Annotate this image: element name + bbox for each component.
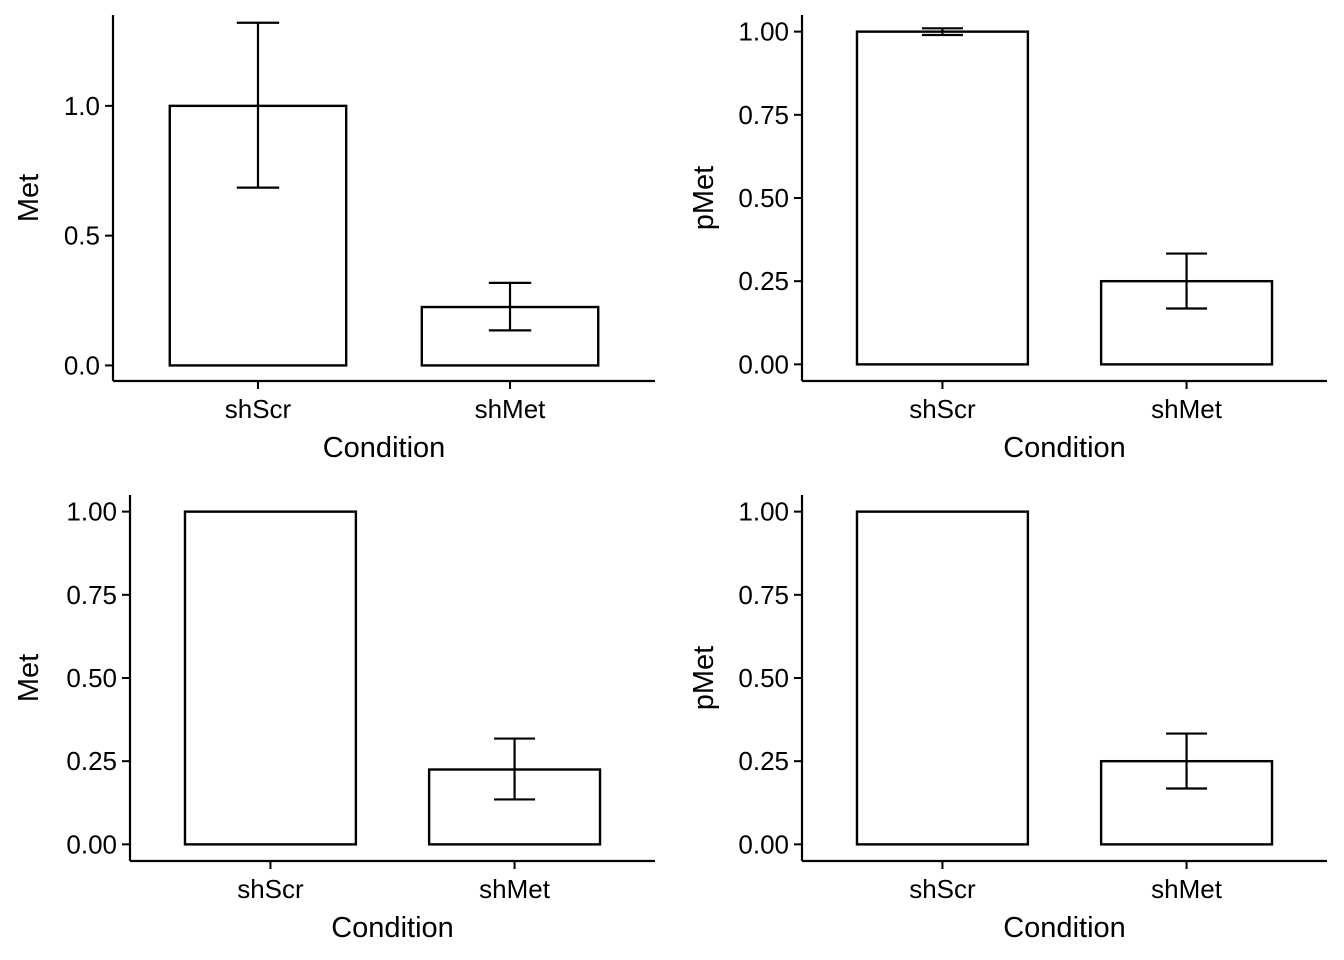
x-tick-label-shMet: shMet	[475, 394, 547, 424]
bar-shScr	[855, 30, 1030, 366]
y-axis-title: pMet	[688, 166, 720, 230]
y-tick-label: 0.50	[738, 663, 789, 693]
error-bar-shScr	[921, 27, 963, 37]
y-tick-label: 0.00	[738, 829, 789, 859]
panel-top-right: 0.00 0.25 0.50 0.75 1.00 shScr shMet Condition p…	[688, 15, 1327, 464]
y-tick-label: 0.25	[738, 746, 789, 776]
y-axis-title: Met	[13, 174, 45, 222]
error-bar-shMet	[494, 737, 536, 801]
error-bar-shMet	[488, 281, 532, 332]
y-tick-label: 0.50	[66, 663, 117, 693]
y-tick-label: 0.50	[738, 183, 789, 213]
panel-top-left: 0.0 0.5 1.0 shScr shMet Condition Met	[13, 15, 655, 464]
y-tick-label: 0.75	[738, 580, 789, 610]
x-tick-label-shMet: shMet	[1151, 874, 1223, 904]
x-tick-label-shScr: shScr	[909, 394, 976, 424]
y-tick-label: 1.00	[738, 17, 789, 47]
x-axis-title: Condition	[1003, 912, 1126, 944]
error-bar-shScr	[236, 21, 280, 189]
y-tick-label: 0.00	[66, 829, 117, 859]
x-tick-label-shMet: shMet	[479, 874, 551, 904]
x-tick-label-shScr: shScr	[225, 394, 292, 424]
bar-shScr	[183, 510, 358, 846]
x-axis-title: Condition	[1003, 432, 1126, 464]
y-tick-label: 0.75	[66, 580, 117, 610]
y-tick-label: 0.25	[66, 746, 117, 776]
y-tick-label: 1.00	[738, 497, 789, 527]
y-axis-title: Met	[13, 654, 45, 702]
x-tick-label-shMet: shMet	[1151, 394, 1223, 424]
bar-shMet	[427, 768, 602, 846]
y-tick-label: 0.75	[738, 100, 789, 130]
y-axis-title: pMet	[688, 646, 720, 710]
y-tick-label: 0.25	[738, 266, 789, 296]
y-tick-label: 0.00	[738, 349, 789, 379]
x-axis-title: Condition	[323, 432, 446, 464]
y-tick-label: 1.00	[66, 497, 117, 527]
error-bar-shMet	[1166, 732, 1208, 790]
y-tick-label: 0.5	[64, 221, 100, 251]
bar-shScr	[855, 510, 1030, 846]
panel-bottom-right: 0.00 0.25 0.50 0.75 1.00 shScr shMet Condition p…	[688, 495, 1327, 944]
x-axis-title: Condition	[331, 912, 454, 944]
error-bar-shMet	[1166, 252, 1208, 310]
y-tick-label: 0.0	[64, 350, 100, 380]
panel-bottom-left: 0.00 0.25 0.50 0.75 1.00 shScr shMet Condition M…	[13, 495, 655, 944]
x-tick-label-shScr: shScr	[237, 874, 304, 904]
y-tick-label: 1.0	[64, 91, 100, 121]
x-tick-label-shScr: shScr	[909, 874, 976, 904]
